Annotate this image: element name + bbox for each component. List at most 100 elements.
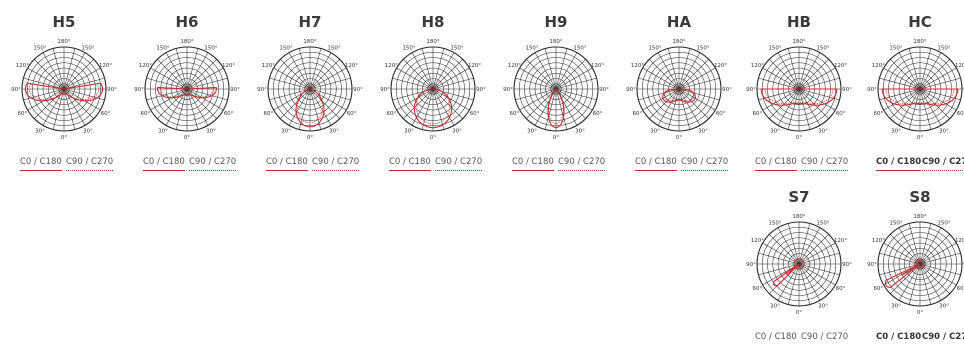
degree-label: 0°	[676, 135, 682, 141]
degree-label: 30°	[158, 129, 168, 135]
legend-c90-c270: C90 / C270	[922, 332, 964, 342]
degree-label: 150°	[889, 220, 902, 226]
degree-label: 60°	[957, 286, 964, 292]
diagram-title: HB	[787, 13, 811, 31]
degree-label: 90°	[353, 87, 363, 93]
polar-chart: 180° 150° 150° 120° 120° 90° 90° 60° 60° 30° 30° 0°	[626, 39, 732, 141]
legend-c90-c270: C90 / C270	[922, 157, 964, 171]
degree-label: 30°	[939, 129, 949, 135]
degree-label: 90°	[134, 87, 144, 93]
solid-line	[20, 170, 62, 171]
legend: C0 / C180 C90 / C270	[6, 157, 122, 173]
solid-line	[635, 170, 677, 171]
degree-label: 90°	[230, 87, 240, 93]
degree-label: 150°	[204, 45, 217, 51]
degree-label: 90°	[867, 87, 877, 93]
solid-line	[143, 170, 185, 171]
degree-label: 120°	[468, 63, 481, 69]
legend-c90-c270: C90 / C270	[66, 157, 114, 171]
degree-label: 180°	[913, 39, 926, 45]
degree-label: 0°	[917, 135, 923, 141]
legend-c0-c180: C0 / C180	[389, 157, 431, 171]
degree-label: 60°	[753, 111, 763, 117]
dotted-line	[922, 170, 964, 171]
degree-label: 90°	[867, 262, 877, 268]
degree-label: 120°	[834, 238, 847, 244]
degree-label: 90°	[842, 87, 852, 93]
diagram-title: S8	[909, 188, 931, 206]
legend-c0-c180: C0 / C180	[755, 332, 797, 342]
legend: C0 / C180 C90 / C270	[862, 332, 964, 348]
degree-label: 60°	[387, 111, 397, 117]
degree-label: 120°	[262, 63, 275, 69]
degree-label: 30°	[698, 129, 708, 135]
legend: C0 / C180 C90 / C270	[741, 332, 857, 348]
degree-label: 90°	[599, 87, 609, 93]
dotted-line	[435, 170, 483, 171]
degree-label: 60°	[141, 111, 151, 117]
degree-label: 60°	[470, 111, 480, 117]
legend: C0 / C180 C90 / C270	[375, 157, 491, 173]
degree-label: 150°	[648, 45, 661, 51]
c0-c180-curve	[413, 88, 453, 129]
polar-chart: 180° 150° 150° 120° 120° 90° 90° 60° 60° 30° 30° 0°	[11, 39, 117, 141]
degree-label: 120°	[345, 63, 358, 69]
legend: C0 / C180 C90 / C270	[252, 157, 368, 173]
polar-chart: 180° 150° 150° 120° 120° 90° 90° 60° 60° 30° 30° 0°	[746, 39, 852, 141]
degree-label: 120°	[385, 63, 398, 69]
legend: C0 / C180 C90 / C270	[498, 157, 614, 173]
degree-label: 30°	[329, 129, 339, 135]
degree-label: 150°	[768, 45, 781, 51]
diagram-title: H7	[298, 13, 322, 31]
c90-c270-curve	[663, 88, 695, 102]
c0-c180-curve	[884, 263, 921, 288]
dotted-line	[558, 170, 606, 171]
degree-label: 120°	[872, 238, 885, 244]
degree-label: 30°	[770, 304, 780, 310]
degree-label: 180°	[549, 39, 562, 45]
legend-c90-c270: C90 / C270	[189, 157, 237, 171]
legend-c0-c180: C0 / C180	[266, 157, 308, 171]
c90-c270-curve	[764, 88, 834, 104]
solid-line	[876, 170, 922, 171]
degree-label: 180°	[180, 39, 193, 45]
polar-chart: 180° 150° 150° 120° 120° 90° 90° 60° 60° 30° 30° 0°	[134, 39, 240, 141]
degree-label: 150°	[402, 45, 415, 51]
diagram-title: H6	[175, 13, 199, 31]
polar-chart: 180° 150° 150° 120° 120° 90° 90° 60° 60° 30° 30° 0°	[746, 214, 852, 316]
degree-label: 150°	[768, 220, 781, 226]
degree-label: 0°	[796, 135, 802, 141]
legend-c0-c180: C0 / C180	[143, 157, 185, 171]
c0-c180-curve	[772, 263, 800, 287]
legend-c0-c180: C0 / C180	[512, 157, 554, 171]
legend-c90-c270: C90 / C270	[801, 157, 849, 171]
degree-label: 120°	[16, 63, 29, 69]
solid-line	[266, 170, 308, 171]
legend: C0 / C180 C90 / C270	[741, 157, 857, 173]
degree-label: 60°	[593, 111, 603, 117]
degree-label: 0°	[184, 135, 190, 141]
degree-label: 150°	[889, 45, 902, 51]
degree-label: 30°	[575, 129, 585, 135]
degree-label: 90°	[842, 262, 852, 268]
degree-label: 30°	[281, 129, 291, 135]
degree-label: 0°	[553, 135, 559, 141]
degree-label: 120°	[955, 238, 964, 244]
degree-label: 120°	[714, 63, 727, 69]
legend-c0-c180: C0 / C180	[635, 157, 677, 171]
degree-label: 150°	[327, 45, 340, 51]
c90-c270-curve	[786, 266, 797, 276]
degree-label: 180°	[792, 214, 805, 220]
degree-label: 60°	[957, 111, 964, 117]
degree-label: 60°	[716, 111, 726, 117]
degree-label: 120°	[591, 63, 604, 69]
diagram-title: H8	[421, 13, 445, 31]
solid-line	[755, 170, 797, 171]
legend: C0 / C180 C90 / C270	[129, 157, 245, 173]
degree-label: 0°	[307, 135, 313, 141]
degree-label: 60°	[836, 286, 846, 292]
legend-c90-c270: C90 / C270	[681, 157, 729, 171]
degree-label: 30°	[650, 129, 660, 135]
degree-label: 30°	[452, 129, 462, 135]
degree-label: 0°	[61, 135, 67, 141]
